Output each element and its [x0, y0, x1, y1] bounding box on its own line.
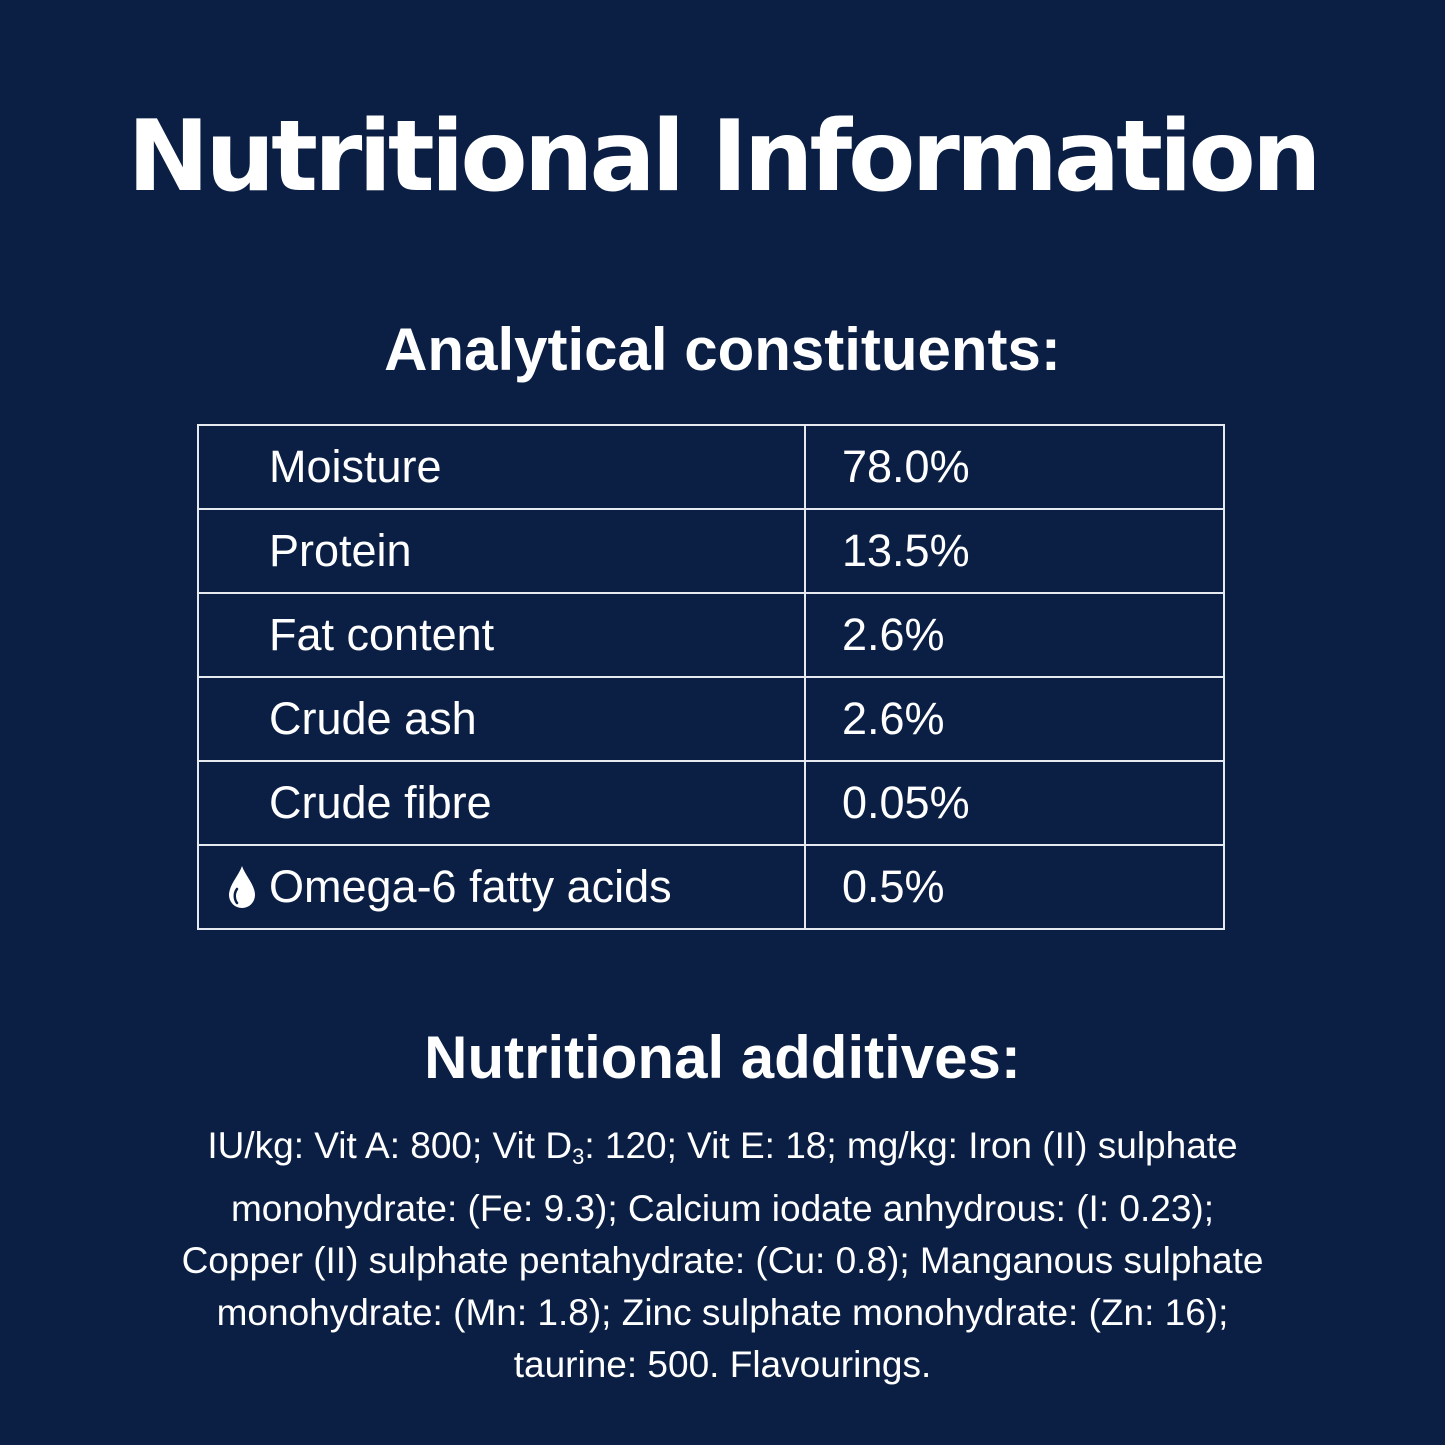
additives-text-part: IU/kg: Vit A: 800; Vit D: [207, 1125, 573, 1166]
row-value: 0.05%: [804, 760, 1225, 846]
row-label: Fat content: [197, 592, 806, 678]
additives-line: monohydrate: (Mn: 1.8); Zinc sulphate mo…: [216, 1292, 1229, 1333]
row-value: 78.0%: [804, 424, 1225, 510]
row-label: Crude ash: [197, 676, 806, 762]
analytical-constituents-table: Moisture 78.0% Protein 13.5% Fat content 2.…: [197, 424, 1225, 930]
row-value: 13.5%: [804, 508, 1225, 594]
nutritional-additives-heading: Nutritional additives:: [424, 1024, 1021, 1091]
subscript: 3: [572, 1144, 585, 1169]
table-row: Crude fibre 0.05%: [197, 760, 1225, 846]
row-value: 0.5%: [804, 844, 1225, 930]
row-label: Moisture: [197, 424, 806, 510]
row-label: Protein: [197, 508, 806, 594]
additives-line: Copper (II) sulphate pentahydrate: (Cu: …: [181, 1240, 1264, 1281]
additives-line: monohydrate: (Fe: 9.3); Calcium iodate a…: [230, 1188, 1215, 1229]
additives-text-part: : 120; Vit E: 18; mg/kg: Iron (II) sulph…: [584, 1125, 1238, 1166]
analytical-constituents-heading: Analytical constituents:: [384, 316, 1061, 383]
additives-text: IU/kg: Vit A: 800; Vit D3: 120; Vit E: 1…: [40, 1120, 1405, 1391]
row-label-cell: Omega-6 fatty acids: [197, 844, 806, 930]
table-row: Fat content 2.6%: [197, 592, 1225, 678]
table-row: Moisture 78.0%: [197, 424, 1225, 510]
additives-line: taurine: 500. Flavourings.: [513, 1344, 932, 1385]
row-value: 2.6%: [804, 676, 1225, 762]
row-value: 2.6%: [804, 592, 1225, 678]
table-row: Crude ash 2.6%: [197, 676, 1225, 762]
page-title: Nutritional Information: [127, 100, 1321, 214]
row-label: Omega-6 fatty acids: [269, 861, 672, 912]
drop-icon: [229, 866, 255, 908]
table-row: Protein 13.5%: [197, 508, 1225, 594]
table-row: Omega-6 fatty acids 0.5%: [197, 844, 1225, 930]
row-label: Crude fibre: [197, 760, 806, 846]
additives-line: IU/kg: Vit A: 800; Vit D3: 120; Vit E: 1…: [40, 1120, 1405, 1183]
